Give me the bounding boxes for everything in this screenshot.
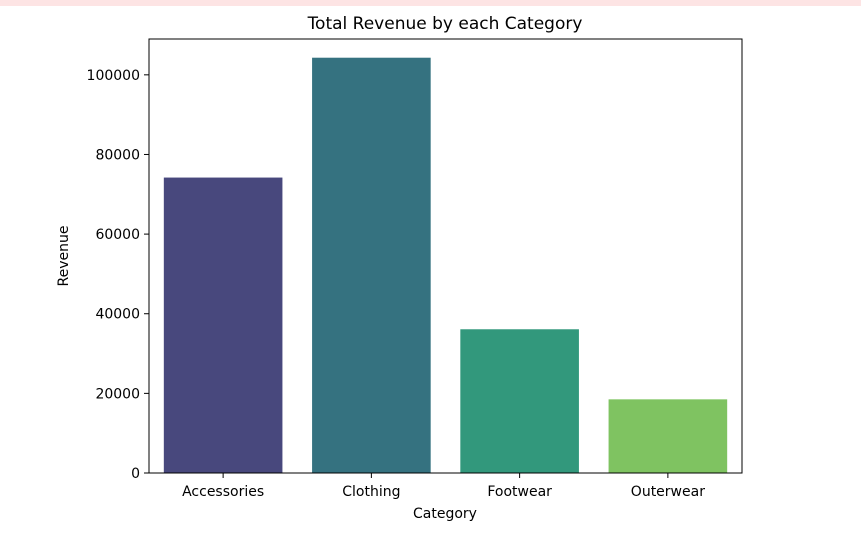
bar-footwear: [460, 329, 579, 473]
y-tick-label: 100000: [87, 68, 140, 84]
y-tick-label: 0: [131, 466, 140, 482]
y-axis-label: Revenue: [56, 226, 72, 287]
chart-title: Total Revenue by each Category: [307, 14, 583, 34]
y-tick-label: 20000: [95, 386, 140, 402]
x-tick-label: Footwear: [487, 484, 552, 500]
bar-outerwear: [608, 399, 728, 473]
y-tick-label: 40000: [95, 307, 140, 323]
x-axis-label: Category: [413, 506, 477, 522]
x-tick-label: Outerwear: [631, 484, 705, 500]
warning-strip: [0, 0, 861, 6]
y-axis-ticks: 0 20000 40000 60000 80000 100000: [87, 68, 149, 482]
plot-frame: [148, 38, 743, 474]
x-tick-label: Clothing: [342, 484, 400, 500]
x-tick-label: Accessories: [182, 484, 264, 500]
y-tick-label: 60000: [95, 227, 140, 243]
bars-group: [163, 57, 728, 474]
x-axis-ticks: Accessories Clothing Footwear Outerwear: [182, 473, 705, 500]
bar-accessories: [163, 177, 283, 473]
y-tick-label: 80000: [95, 147, 140, 163]
bar-clothing: [312, 57, 431, 474]
